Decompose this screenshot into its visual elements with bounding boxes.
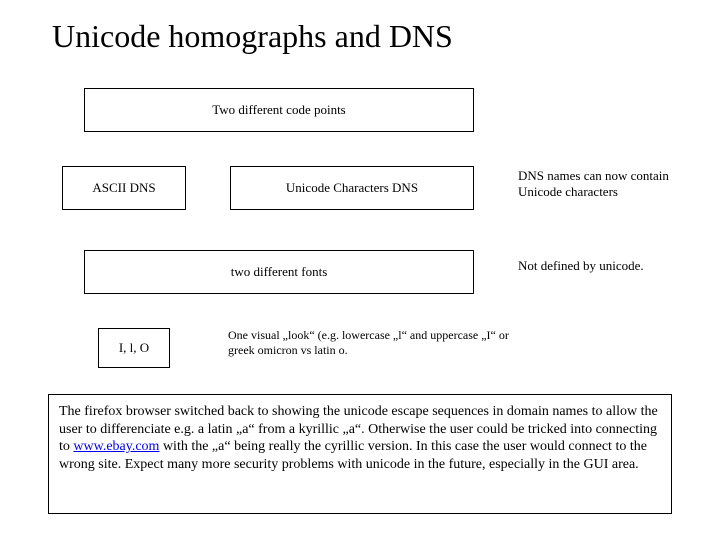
- box-two-code-points: Two different code points: [84, 88, 474, 132]
- box-ilo: I, l, O: [98, 328, 170, 368]
- label-not-defined: Not defined by unicode.: [518, 258, 696, 274]
- box-ascii-dns: ASCII DNS: [62, 166, 186, 210]
- box-two-fonts: two different fonts: [84, 250, 474, 294]
- ebay-link[interactable]: www.ebay.com: [73, 439, 159, 454]
- box-unicode-dns: Unicode Characters DNS: [230, 166, 474, 210]
- page-title: Unicode homographs and DNS: [52, 18, 453, 55]
- explanation-paragraph: The firefox browser switched back to sho…: [48, 394, 672, 514]
- label-dns-note: DNS names can now contain Unicode charac…: [518, 168, 696, 200]
- label-visual-look: One visual „look“ (e.g. lowercase „l“ an…: [228, 328, 528, 358]
